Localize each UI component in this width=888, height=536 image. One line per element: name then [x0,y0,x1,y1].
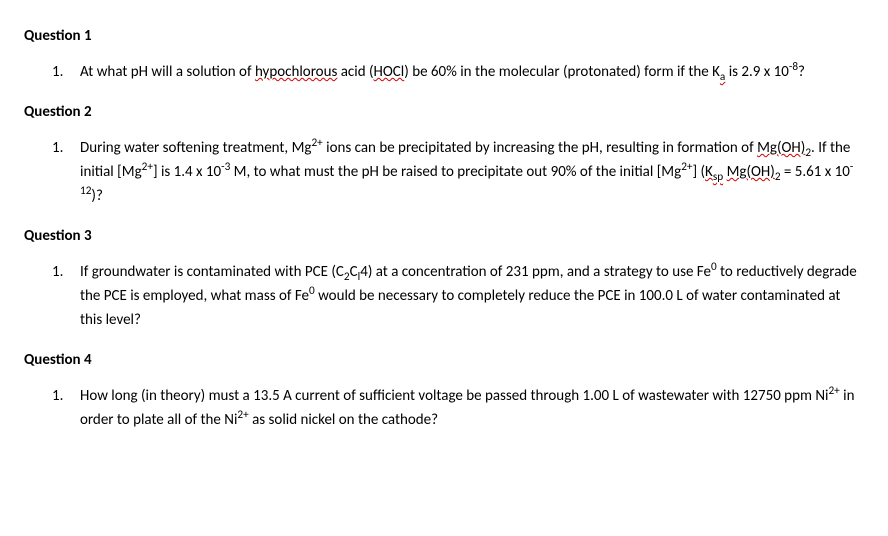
item-body: If groundwater is contaminated with PCE … [80,260,864,332]
question-item: 1.At what pH will a solution of hypochlo… [52,60,864,84]
item-number: 1. [52,136,80,208]
text-run: At what pH will a solution of [80,63,255,81]
text-run: ] is 1.4 x 10 [153,163,221,181]
text-run: ] ( [693,163,706,181]
text-run: -3 [221,160,230,174]
text-run: 4) at a concentration of 231 ppm, and a … [360,263,711,281]
question-item: 1.How long (in theory) must a 13.5 A cur… [52,384,864,432]
item-body: How long (in theory) must a 13.5 A curre… [80,384,864,432]
text-run: as solid nickel on the cathode? [249,411,438,429]
text-run: Mg(OH) [727,163,775,181]
text-run: During water softening treatment, Mg [80,139,311,157]
text-run: )? [91,187,103,205]
item-body: During water softening treatment, Mg2+ i… [80,136,864,208]
text-run: C [350,263,358,281]
text-run: How long (in theory) must a 13.5 A curre… [80,387,828,405]
text-run: -8 [789,60,798,74]
text-run: HOCl [374,63,405,81]
text-run: ions can be precipitated by increasing t… [323,139,757,157]
item-body: At what pH will a solution of hypochloro… [80,60,864,84]
item-number: 1. [52,384,80,432]
question-heading: Question 1 [24,24,864,48]
item-number: 1. [52,60,80,84]
text-run: ) be 60% in the molecular (protonated) f… [404,63,720,81]
text-run: = 5.61 x 10 [781,163,850,181]
text-run: 2+ [311,136,322,150]
question-item: 1.If groundwater is contaminated with PC… [52,260,864,332]
text-run: 2+ [681,160,692,174]
text-run: K [705,163,713,181]
text-run: 2+ [828,384,839,398]
question-heading: Question 2 [24,100,864,124]
document: Question 11.At what pH will a solution o… [24,24,864,432]
text-run: 2+ [237,408,248,422]
item-number: 1. [52,260,80,332]
question-heading: Question 4 [24,348,864,372]
text-run: ? [798,63,805,81]
text-run: M, to what must the pH be raised to prec… [230,163,681,181]
text-run: If groundwater is contaminated with PCE … [80,263,344,281]
text-run: Mg(OH) [757,139,805,157]
text-run: is 2.9 x 10 [725,63,789,81]
text-run: 2+ [142,160,153,174]
question-item: 1.During water softening treatment, Mg2+… [52,136,864,208]
text-run: hypochlorous [255,63,337,81]
text-run: acid ( [337,63,373,81]
text-run: sp [713,170,723,184]
question-heading: Question 3 [24,224,864,248]
